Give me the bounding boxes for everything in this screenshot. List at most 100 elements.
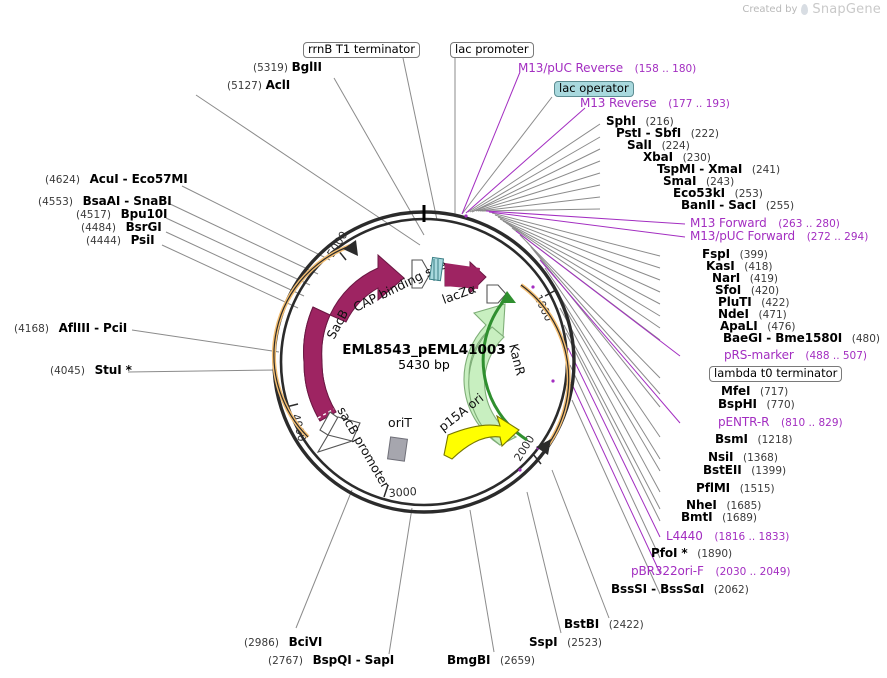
bpu10i-position: (4517) <box>76 209 111 221</box>
label-mfei[interactable]: MfeI (717) <box>721 385 788 399</box>
sphi-name: SphI <box>606 114 636 128</box>
leader-lines-bottom <box>295 469 610 655</box>
label-prs-marker[interactable]: pRS-marker (488 .. 507) <box>724 349 867 363</box>
label-bmgbi[interactable]: BmgBI (2659) <box>447 654 535 668</box>
psii-position: (4444) <box>86 235 121 247</box>
label-nsii[interactable]: NsiI (1368) <box>708 451 778 465</box>
ndei-position: (471) <box>758 309 787 321</box>
label-fspi[interactable]: FspI (399) <box>702 248 768 262</box>
label-acui-eco57mi[interactable]: (4624) AcuI - Eco57MI <box>45 173 188 187</box>
label-sfoi[interactable]: SfoI (420) <box>715 284 779 298</box>
fspi-position: (399) <box>739 249 768 261</box>
label-ndei[interactable]: NdeI (471) <box>718 308 787 322</box>
label-sphi[interactable]: SphI (216) <box>606 115 674 129</box>
label-apali[interactable]: ApaLI (476) <box>720 320 795 334</box>
label-bspqi-sapi[interactable]: (2767) BspQI - SapI <box>268 654 394 668</box>
psti-sbfi-name: PstI - SbfI <box>616 126 682 140</box>
stui-name: StuI * <box>94 363 132 377</box>
label-rrnb-t1-terminator[interactable]: rrnB T1 terminator <box>303 42 420 58</box>
label-nhei[interactable]: NheI (1685) <box>686 499 761 513</box>
label-tspmi-xmai[interactable]: TspMI - XmaI (241) <box>657 163 780 177</box>
acui-eco57mi-name: AcuI - Eco57MI <box>89 172 188 186</box>
nsii-name: NsiI <box>708 450 734 464</box>
feature-label-sacb: SacB <box>323 307 351 341</box>
feature-misc-white-arrow <box>486 284 507 304</box>
label-psti-sbfi[interactable]: PstI - SbfI (222) <box>616 127 719 141</box>
label-pluti[interactable]: PluTI (422) <box>718 296 790 310</box>
bspqi-sapi-position: (2767) <box>268 655 303 667</box>
label-bglii[interactable]: (5319) BglII <box>253 61 322 75</box>
feature-sacb <box>303 253 405 422</box>
label-xbai[interactable]: XbaI (230) <box>643 151 711 165</box>
bpu10i-name: Bpu10I <box>120 207 168 221</box>
banii-saci-name: BanII - SacI <box>681 198 757 212</box>
label-kasi[interactable]: KasI (418) <box>706 260 773 274</box>
label-m13-reverse[interactable]: M13 Reverse (177 .. 193) <box>580 97 730 111</box>
pbr322ori-f-position: (2030 .. 2049) <box>715 566 791 578</box>
leader-lines-left <box>127 185 331 373</box>
apali-name: ApaLI <box>720 319 758 333</box>
sspi-name: SspI <box>529 635 558 649</box>
pflmi-name: PflMI <box>696 481 731 495</box>
sfoi-name: SfoI <box>715 283 742 297</box>
label-pbr322ori-f[interactable]: pBR322ori-F (2030 .. 2049) <box>631 565 791 579</box>
fspi-name: FspI <box>702 247 730 261</box>
leader-lines-top-right <box>454 58 601 216</box>
feature-label-kanr: KanR <box>506 342 528 377</box>
label-banii-saci[interactable]: BanII - SacI (255) <box>681 199 794 213</box>
m13-forward-position: (263 .. 280) <box>778 218 840 230</box>
label-bpu10i[interactable]: (4517) Bpu10I <box>76 207 168 222</box>
feature-cap-binding-site <box>411 259 431 289</box>
label-psii[interactable]: (4444) PsiI <box>86 234 155 248</box>
label-lac-operator[interactable]: lac operator <box>554 81 634 97</box>
nsii-position: (1368) <box>743 452 778 464</box>
label-lac-promoter[interactable]: lac promoter <box>450 42 534 58</box>
kanr-cds-arrowhead <box>500 291 516 303</box>
snapgene-drop-icon <box>801 4 809 15</box>
label-m13-forward[interactable]: M13 Forward (263 .. 280) <box>690 217 840 231</box>
bglii-position: (5319) <box>253 62 288 74</box>
bglii-name: BglII <box>291 60 322 74</box>
pflmi-position: (1515) <box>739 483 775 495</box>
m13-reverse-position: (177 .. 193) <box>668 98 730 110</box>
tspmi-xmai-name: TspMI - XmaI <box>657 162 743 176</box>
label-bstbi[interactable]: BstBI (2422) <box>564 618 644 632</box>
label-pflmi[interactable]: PflMI (1515) <box>696 482 775 496</box>
eco53ki-name: Eco53kI <box>673 186 725 200</box>
nari-position: (419) <box>749 273 779 285</box>
label-bsssi-bsssai[interactable]: BssSI - BssSαI (2062) <box>611 583 749 597</box>
pluti-name: PluTI <box>718 295 752 309</box>
label-baegi-bme1580i[interactable]: BaeGI - Bme1580I (480) <box>723 332 880 346</box>
bmgbi-name: BmgBI <box>447 653 491 667</box>
label-smai[interactable]: SmaI (243) <box>663 175 734 189</box>
lac-promoter-box: lac promoter <box>450 42 534 58</box>
label-pentr-r[interactable]: pENTR-R (810 .. 829) <box>718 416 843 430</box>
label-pfoi[interactable]: PfoI * (1890) <box>651 547 732 561</box>
label-sali[interactable]: SalI (224) <box>627 139 690 153</box>
label-bsmi[interactable]: BsmI (1218) <box>715 433 792 447</box>
psti-sbfi-position: (222) <box>690 128 719 140</box>
label-bsteii[interactable]: BstEII (1399) <box>703 464 786 478</box>
label-nari[interactable]: NarI (419) <box>712 272 778 286</box>
label-bsaai-snabi[interactable]: (4553) BsaAI - SnaBI <box>38 195 172 209</box>
label-bsphi[interactable]: BspHI (770) <box>718 398 795 412</box>
label-bcivi[interactable]: (2986) BciVI <box>244 636 322 650</box>
label-eco53ki[interactable]: Eco53kI (253) <box>673 187 763 201</box>
label-l4440[interactable]: L4440 (1816 .. 1833) <box>666 530 789 544</box>
baegi-bme1580i-name: BaeGI - Bme1580I <box>723 331 843 345</box>
bsrgi-name: BsrGI <box>125 220 162 234</box>
m13-puc-reverse-name: M13/pUC Reverse <box>518 61 623 75</box>
sfoi-position: (420) <box>750 285 780 297</box>
label-lambda-t0-terminator[interactable]: lambda t0 terminator <box>709 366 843 382</box>
label-m13-puc-forward[interactable]: M13/pUC Forward (272 .. 294) <box>690 230 868 244</box>
ndei-name: NdeI <box>718 307 749 321</box>
label-bsrgi[interactable]: (4484) BsrGI <box>81 221 162 235</box>
bspqi-sapi-name: BspQI - SapI <box>312 653 395 667</box>
label-bmti[interactable]: BmtI (1689) <box>681 511 757 525</box>
label-afliii-pcii[interactable]: (4168) AflIII - PciI <box>14 322 127 336</box>
label-sspi[interactable]: SspI (2523) <box>529 636 602 650</box>
label-acli[interactable]: (5127) AclI <box>227 79 290 93</box>
label-m13-puc-reverse[interactable]: M13/pUC Reverse (158 .. 180) <box>518 62 696 76</box>
snapgene-wordmark: SnapGene <box>812 2 881 17</box>
label-stui[interactable]: (4045) StuI * <box>50 364 132 378</box>
